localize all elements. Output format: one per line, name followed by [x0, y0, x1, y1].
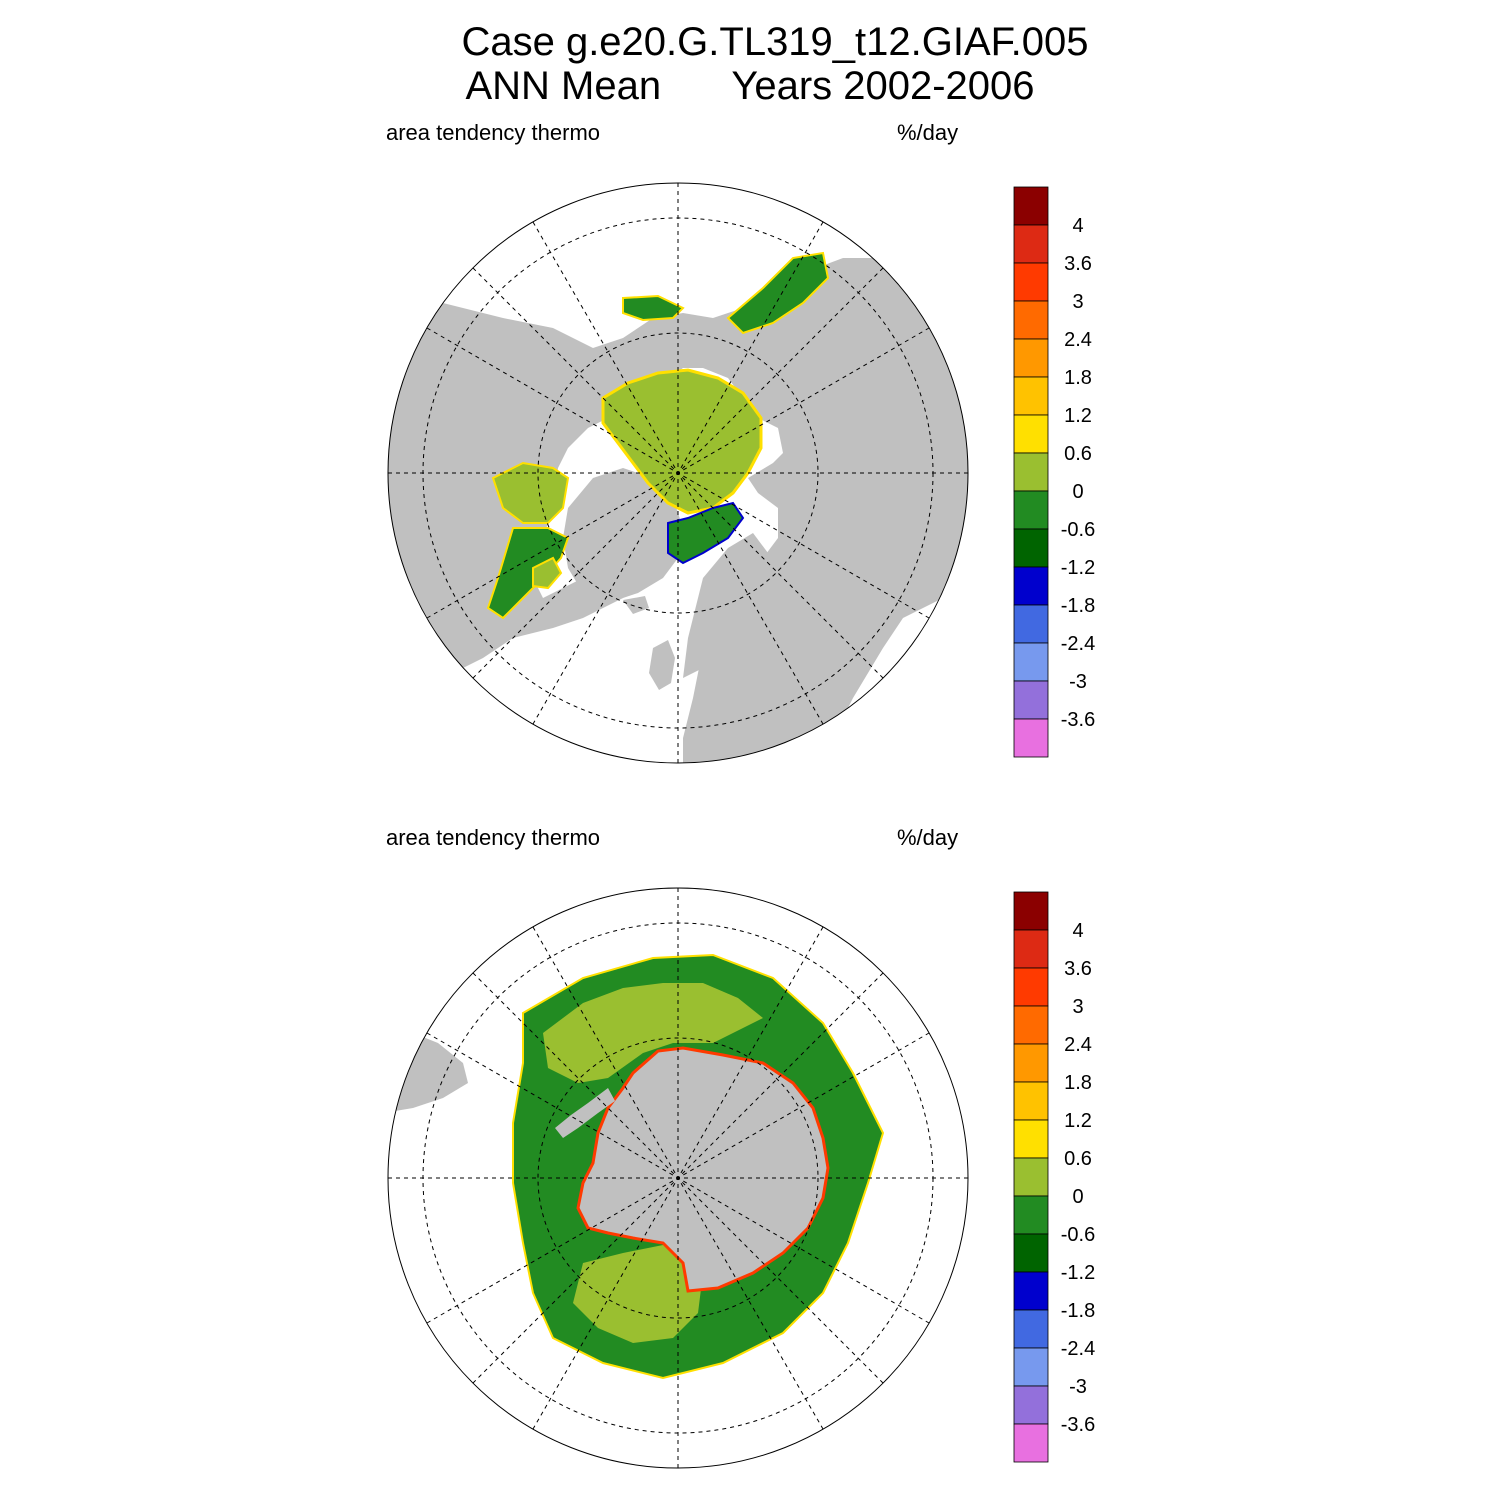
colorbar-tick-label: -1.8: [1061, 595, 1095, 617]
north-land-europe: [683, 533, 768, 678]
colorbar-tick-label: -3.6: [1061, 709, 1095, 731]
colorbar-swatch: [1013, 452, 1049, 492]
colorbar-swatch: [1013, 376, 1049, 416]
north-ice-central: [601, 368, 763, 515]
north-land-iceland: [623, 596, 649, 614]
colorbar-swatch: [1013, 528, 1049, 568]
colorbar-tick-label: -3: [1069, 671, 1087, 693]
south-colorbar: 4 3.6 3 2.4 1.8 1.2 0.6 0 -0.6 -1.2 -1.8 -2.4 -3 -3.6: [1013, 891, 1095, 1463]
colorbar-tick-label: 3: [1072, 291, 1083, 313]
colorbar-tick-label: -2.4: [1061, 1338, 1095, 1360]
colorbar-swatch: [1013, 1385, 1049, 1425]
colorbar-tick-label: 2.4: [1064, 1034, 1092, 1056]
colorbar-swatch: [1013, 1423, 1049, 1463]
north-ice-bering: [622, 294, 685, 322]
colorbar-swatch: [1013, 1309, 1049, 1349]
colorbar-swatch: [1013, 1195, 1049, 1235]
figure-title-years: Years 2002-2006: [731, 64, 1035, 108]
north-colorbar: 4 3.6 3 2.4 1.8 1.2 0.6 0 -0.6 -1.2 -1.8 -2.4 -3 -3.6: [1013, 186, 1095, 758]
colorbar-swatch: [1013, 1347, 1049, 1387]
north-ice-greenland-sea: [667, 501, 745, 565]
colorbar-tick-label: 1.2: [1064, 405, 1092, 427]
colorbar-tick-label: 0.6: [1064, 443, 1092, 465]
north-land-greenland: [563, 468, 683, 603]
colorbar-swatch: [1013, 414, 1049, 454]
colorbar-tick-label: 4: [1072, 215, 1083, 237]
colorbar-tick-label: -1.2: [1061, 557, 1095, 579]
colorbar-swatch: [1013, 1081, 1049, 1121]
colorbar-swatch: [1013, 1119, 1049, 1159]
figure-title-line2: ANN Mean Years 2002-2006: [0, 66, 1500, 106]
north-polar-map: [387, 182, 969, 764]
north-ice-okhotsk: [726, 251, 830, 335]
colorbar-tick-label: -2.4: [1061, 633, 1095, 655]
colorbar-swatch: [1013, 967, 1049, 1007]
colorbar-tick-label: -0.6: [1061, 1224, 1095, 1246]
south-ice-weddell: [543, 983, 763, 1083]
north-land-britain: [649, 640, 675, 690]
south-polar-map: [387, 887, 969, 1469]
colorbar-tick-label: 0: [1072, 481, 1083, 503]
colorbar-swatch: [1013, 566, 1049, 606]
colorbar-tick-label: 1.8: [1064, 1072, 1092, 1094]
colorbar-tick-label: 0.6: [1064, 1148, 1092, 1170]
colorbar-swatch: [1013, 718, 1049, 758]
colorbar-tick-label: 4: [1072, 920, 1083, 942]
colorbar-swatch: [1013, 186, 1049, 226]
colorbar-swatch: [1013, 1271, 1049, 1311]
colorbar-tick-label: -3: [1069, 1376, 1087, 1398]
south-panel-variable-label: area tendency thermo: [386, 825, 601, 850]
colorbar-tick-label: -1.8: [1061, 1300, 1095, 1322]
north-ice-hudson: [491, 461, 570, 524]
colorbar-swatch: [1013, 680, 1049, 720]
figure-title-mean: ANN Mean: [465, 64, 662, 108]
colorbar-swatch: [1013, 262, 1049, 302]
colorbar-tick-label: 3.6: [1064, 253, 1092, 275]
colorbar-tick-label: -1.2: [1061, 1262, 1095, 1284]
south-land-antarctica: [576, 1046, 830, 1293]
colorbar-swatch: [1013, 1157, 1049, 1197]
north-panel-variable-label: area tendency thermo: [386, 120, 601, 145]
colorbar-tick-label: 0: [1072, 1186, 1083, 1208]
colorbar-tick-label: 1.2: [1064, 1110, 1092, 1132]
colorbar-tick-label: 3: [1072, 996, 1083, 1018]
colorbar-swatch: [1013, 642, 1049, 682]
colorbar-tick-label: 1.8: [1064, 367, 1092, 389]
colorbar-tick-label: 2.4: [1064, 329, 1092, 351]
north-ice-labrador: [532, 556, 563, 590]
colorbar-swatch: [1013, 891, 1049, 931]
colorbar-swatch: [1013, 490, 1049, 530]
colorbar-swatch: [1013, 300, 1049, 340]
colorbar-tick-label: -0.6: [1061, 519, 1095, 541]
figure-title-line1: Case g.e20.G.TL319_t12.GIAF.005: [461, 20, 1089, 64]
colorbar-swatch: [1013, 224, 1049, 264]
south-graticule: [388, 888, 968, 1468]
colorbar-swatch: [1013, 1005, 1049, 1045]
colorbar-swatch: [1013, 338, 1049, 378]
north-panel-units-label: %/day: [897, 120, 959, 145]
north-ice-baffin: [486, 527, 570, 620]
colorbar-swatch: [1013, 929, 1049, 969]
north-land-asia: [388, 258, 968, 763]
colorbar-swatch: [1013, 1043, 1049, 1083]
colorbar-swatch: [1013, 1233, 1049, 1273]
colorbar-swatch: [1013, 604, 1049, 644]
south-panel-units-label: %/day: [897, 825, 959, 850]
north-graticule: [388, 183, 968, 763]
colorbar-tick-label: 3.6: [1064, 958, 1092, 980]
colorbar-tick-label: -3.6: [1061, 1414, 1095, 1436]
